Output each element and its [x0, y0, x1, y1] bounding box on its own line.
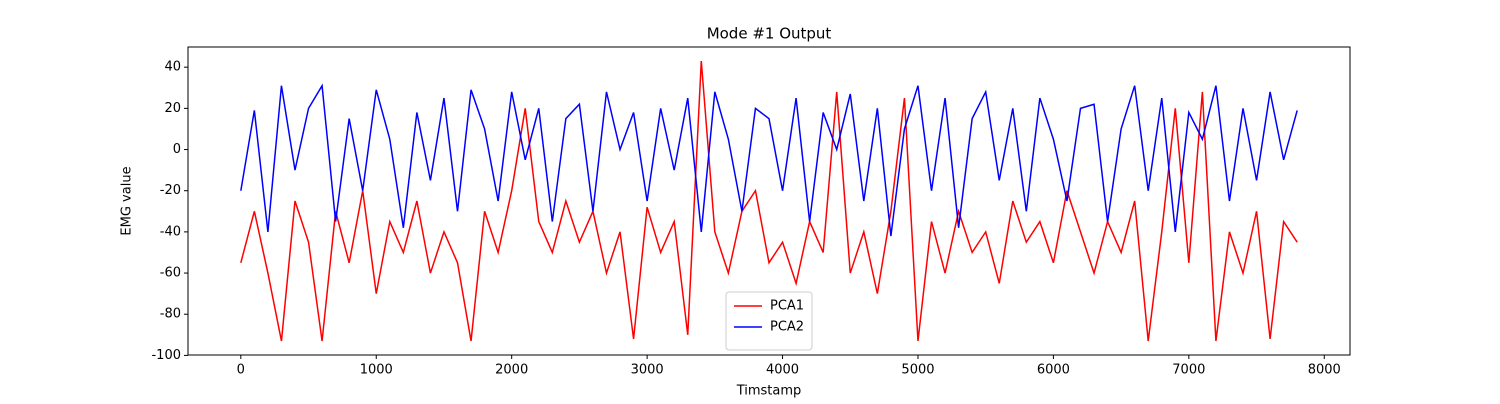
x-tick-label: 4000 [766, 363, 799, 378]
plot-frame [187, 46, 1351, 356]
y-tick-label: -60 [160, 266, 181, 281]
y-tick-label: 20 [164, 101, 181, 116]
line-series [240, 60, 1298, 342]
x-tick-label: 8000 [1308, 363, 1341, 378]
x-axis-label: Timstamp [736, 384, 802, 399]
y-axis-label: EMG value [120, 166, 135, 235]
y-tick-label: -100 [151, 348, 181, 363]
legend-label: PCA2 [770, 320, 804, 335]
x-tick-label: 1000 [360, 363, 393, 378]
y-tick-label: -80 [160, 307, 181, 322]
y-tick-label: 0 [173, 142, 181, 157]
legend-label: PCA1 [770, 299, 804, 314]
x-tick-label: 0 [237, 363, 245, 378]
y-tick-label: -20 [160, 183, 181, 198]
y-tick-label: 40 [164, 60, 181, 75]
y-tick-label: -40 [160, 224, 181, 239]
x-tick-label: 6000 [1037, 363, 1070, 378]
x-tick-label: 7000 [1172, 363, 1205, 378]
x-tick-label: 5000 [901, 363, 934, 378]
line-series [240, 83, 1298, 237]
x-tick-label: 3000 [631, 363, 664, 378]
chart-title: Mode #1 Output [707, 25, 832, 43]
x-tick-label: 2000 [495, 363, 528, 378]
